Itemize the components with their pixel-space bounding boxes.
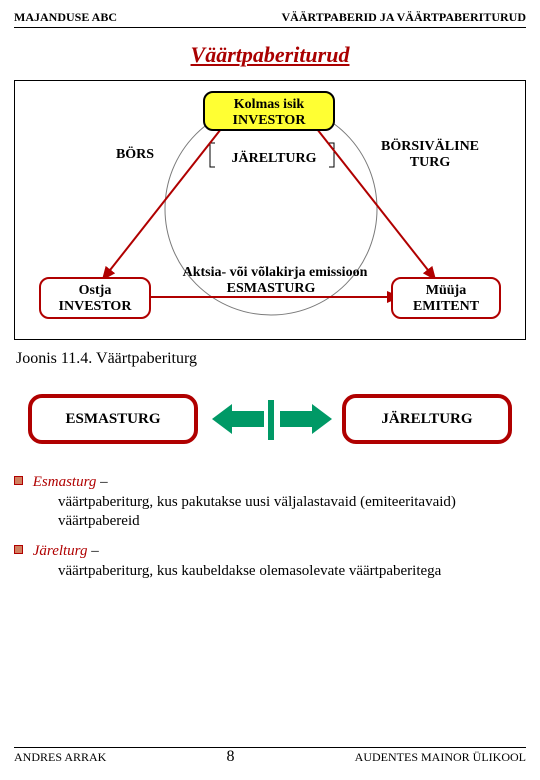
label-esmasturg: ESMASTURG bbox=[191, 281, 351, 297]
def-body: väärtpaberiturg, kus pakutakse uusi välj… bbox=[58, 493, 526, 531]
node-right-line2: EMITENT bbox=[399, 299, 493, 315]
label-borsivaline-2: TURG bbox=[365, 155, 495, 171]
bullet-icon bbox=[14, 476, 23, 485]
def-dash: – bbox=[91, 543, 99, 559]
footer-right: AUDENTES MAINOR ÜLIKOOL bbox=[355, 750, 526, 765]
node-left-line1: Ostja bbox=[47, 283, 143, 299]
figure-caption: Joonis 11.4. Väärtpaberiturg bbox=[16, 350, 526, 368]
page-footer: ANDRES ARRAK 8 AUDENTES MAINOR ÜLIKOOL bbox=[14, 745, 526, 766]
page-title: Väärtpaberiturud bbox=[14, 42, 526, 68]
node-right-line1: Müüja bbox=[399, 283, 493, 299]
footer-left: ANDRES ARRAK bbox=[14, 750, 106, 765]
label-borsivaline-1: BÖRSIVÄLINE bbox=[365, 139, 495, 155]
label-jarelturg: JÄRELTURG bbox=[219, 151, 329, 167]
def-dash: – bbox=[100, 474, 108, 490]
page-number: 8 bbox=[227, 748, 235, 766]
label-bors: BÖRS bbox=[105, 147, 165, 163]
diagram-container: BÖRS JÄRELTURG BÖRSIVÄLINE TURG Aktsia- … bbox=[14, 80, 526, 340]
definitions: Esmasturg – väärtpaberiturg, kus pakutak… bbox=[14, 474, 526, 580]
def-body: väärtpaberiturg, kus kaubeldakse olemaso… bbox=[58, 562, 526, 581]
market-row: ESMASTURG JÄRELTURG bbox=[14, 386, 526, 456]
node-seller-emitent: Müüja EMITENT bbox=[391, 277, 501, 319]
header-right: VÄÄRTPABERID JA VÄÄRTPABERITURUD bbox=[281, 10, 526, 25]
label-emissioon: Aktsia- või võlakirja emissioon bbox=[135, 265, 415, 281]
node-left-line2: INVESTOR bbox=[47, 299, 143, 315]
def-item: Järelturg – väärtpaberiturg, kus kaubeld… bbox=[14, 543, 526, 581]
header-left: MAJANDUSE ABC bbox=[14, 10, 117, 25]
node-top-line1: Kolmas isik bbox=[211, 97, 327, 113]
def-item: Esmasturg – väärtpaberiturg, kus pakutak… bbox=[14, 474, 526, 531]
node-buyer-investor: Ostja INVESTOR bbox=[39, 277, 151, 319]
def-term: Esmasturg bbox=[33, 474, 97, 490]
bullet-icon bbox=[14, 545, 23, 554]
header-rule bbox=[14, 27, 526, 28]
node-top-line2: INVESTOR bbox=[211, 113, 327, 129]
node-investor-third: Kolmas isik INVESTOR bbox=[203, 91, 335, 131]
market-arrows-svg bbox=[14, 386, 524, 456]
def-term: Järelturg bbox=[33, 543, 88, 559]
page-header: MAJANDUSE ABC VÄÄRTPABERID JA VÄÄRTPABER… bbox=[14, 10, 526, 25]
